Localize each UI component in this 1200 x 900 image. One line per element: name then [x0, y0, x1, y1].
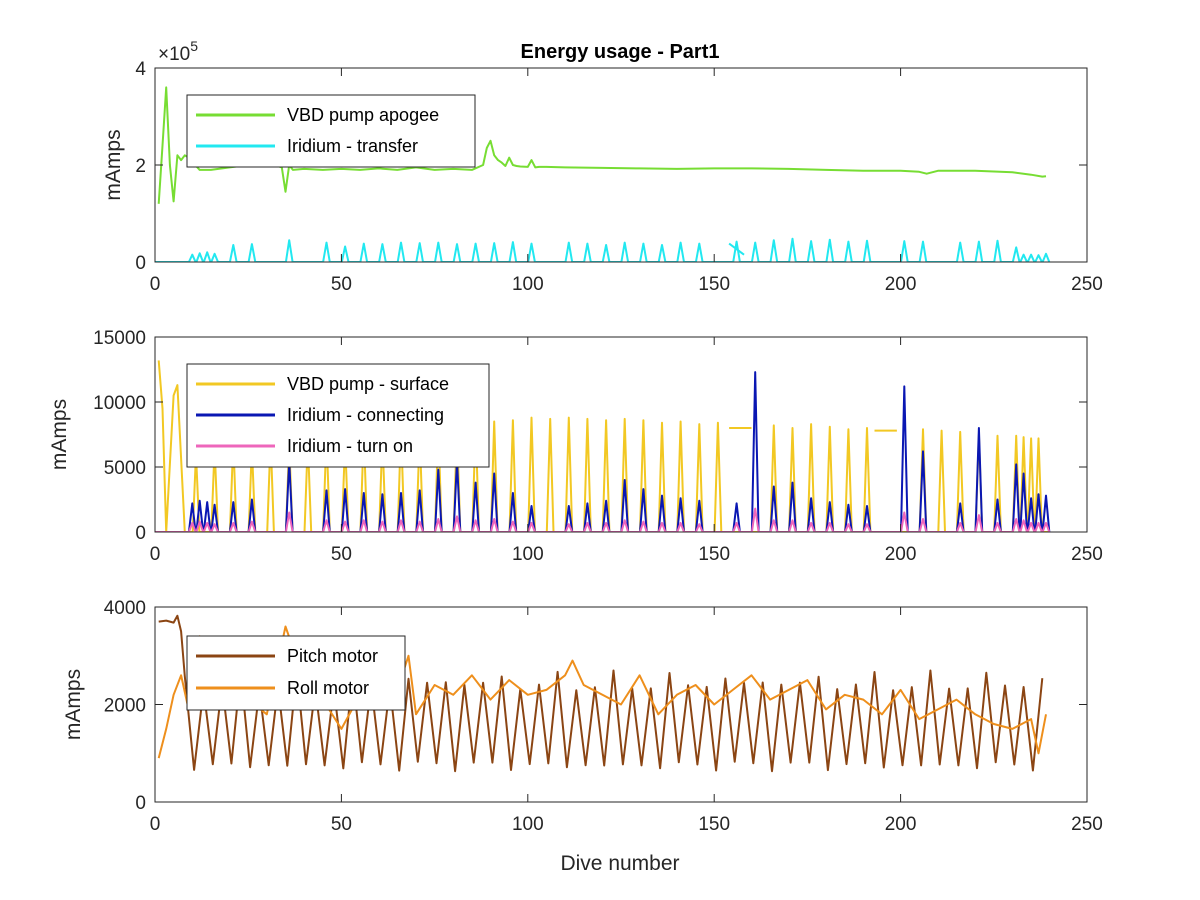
x-tick-label: 150 [698, 544, 730, 565]
x-tick-label: 200 [885, 544, 917, 565]
x-tick-label: 250 [1071, 544, 1103, 565]
y-tick-label: 0 [135, 523, 146, 544]
chart-title: Energy usage - Part1 [521, 41, 720, 63]
y-tick-label: 4 [135, 59, 146, 80]
top-legend: VBD pump apogee Iridium - transfer [186, 94, 476, 168]
top-axis-ticks: 0 50 100 150 200 250 0 2 4 [135, 59, 1102, 295]
x-tick-label: 50 [331, 814, 352, 835]
x-tick-label: 0 [150, 274, 161, 295]
top-panel: 0 50 100 150 200 250 0 2 4 mAmps VBD pump apogee… [102, 59, 1103, 295]
x-tick-label: 0 [150, 814, 161, 835]
y-tick-label: 4000 [104, 598, 146, 619]
x-tick-label: 250 [1071, 814, 1103, 835]
middle-legend: VBD pump - surface Iridium - connecting Ir… [186, 363, 490, 468]
legend-label: VBD pump - surface [287, 374, 449, 394]
middle-panel: 0 50 100 150 200 250 0 5000 10000 15000 mAmps VBD… [48, 328, 1103, 565]
x-axis-label: Dive number [560, 852, 679, 875]
x-tick-label: 250 [1071, 274, 1103, 295]
middle-axis-ticks: 0 50 100 150 200 250 0 5000 10000 15000 [93, 328, 1103, 565]
bottom-legend: Pitch motor Roll motor [186, 635, 406, 711]
x-tick-label: 50 [331, 544, 352, 565]
series-line [157, 625, 1047, 759]
y-tick-label: 2 [135, 156, 146, 177]
y-tick-label: 0 [135, 253, 146, 274]
series-line [155, 237, 1051, 262]
legend-box [186, 94, 476, 168]
x-tick-label: 50 [331, 274, 352, 295]
x-tick-label: 200 [885, 274, 917, 295]
y-tick-label: 2000 [104, 696, 146, 717]
series-segment [728, 242, 745, 256]
y-tick-label: 0 [135, 793, 146, 814]
y-tick-label: 5000 [104, 458, 146, 479]
bottom-plot-lines [157, 614, 1047, 773]
x-tick-label: 100 [512, 544, 544, 565]
bottom-panel: 0 50 100 150 200 250 0 2000 4000 mAmps Pitch mot… [62, 598, 1103, 835]
y-exponent-label: ×105 [158, 38, 198, 65]
bottom-axis-ticks: 0 50 100 150 200 250 0 2000 4000 [104, 598, 1103, 835]
x-tick-label: 150 [698, 814, 730, 835]
middle-plot-lines [155, 360, 1051, 532]
middle-y-axis-label: mAmps [48, 399, 71, 470]
legend-label: VBD pump apogee [287, 105, 439, 125]
top-plot-lines [155, 86, 1051, 262]
legend-box [186, 635, 406, 711]
x-tick-label: 150 [698, 274, 730, 295]
top-y-axis-label: mAmps [102, 129, 125, 200]
legend-label: Roll motor [287, 678, 369, 698]
x-tick-label: 0 [150, 544, 161, 565]
x-tick-label: 100 [512, 274, 544, 295]
y-tick-label: 10000 [93, 393, 146, 414]
legend-label: Iridium - transfer [287, 136, 418, 156]
x-tick-label: 100 [512, 814, 544, 835]
series-line [155, 507, 1051, 532]
series-line [155, 371, 1051, 532]
middle-axes-frame [154, 336, 1088, 533]
legend-label: Iridium - connecting [287, 405, 444, 425]
y-tick-label: 15000 [93, 328, 146, 349]
bottom-y-axis-label: mAmps [62, 669, 85, 740]
legend-label: Iridium - turn on [287, 436, 413, 456]
legend-label: Pitch motor [287, 646, 378, 666]
series-line [157, 86, 1047, 204]
series-line [157, 360, 1048, 532]
x-tick-label: 200 [885, 814, 917, 835]
